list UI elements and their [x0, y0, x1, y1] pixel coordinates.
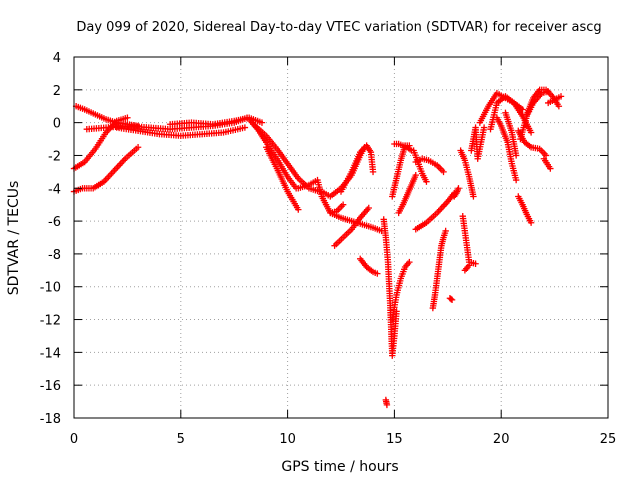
y-tick-label: -6 [48, 215, 61, 230]
data-point-arc-40 [547, 165, 554, 172]
data-point-arc-15 [374, 270, 381, 277]
plot-frame [73, 56, 609, 419]
data-point-arc-05 [241, 124, 249, 131]
y-tick-label: -4 [48, 182, 61, 197]
y-tick-label: -18 [40, 412, 61, 427]
data-point-arc-22 [440, 168, 447, 176]
data-point-arc-29 [472, 260, 479, 267]
y-tick-label: 4 [53, 51, 61, 66]
axis-ticks [73, 56, 609, 419]
data-point-arc-37 [542, 152, 550, 159]
x-tick-label: 5 [177, 432, 185, 447]
data-point-arc-23 [423, 178, 430, 185]
data-point-arc-39 [544, 88, 552, 95]
data-point-arc-25 [442, 227, 449, 235]
y-tick-label: -12 [40, 314, 61, 329]
data-point-arc-01 [134, 144, 142, 151]
x-tick-label: 0 [70, 432, 78, 447]
y-tick-label: -10 [40, 281, 61, 296]
data-point-arc-30 [465, 262, 473, 269]
data-point-arc-41 [557, 93, 565, 100]
x-tick-label: 10 [279, 432, 296, 447]
x-tick-label: 15 [386, 432, 403, 447]
data-point-arc-27 [455, 185, 462, 192]
data-point-arc-02 [124, 114, 131, 121]
y-tick-label: 0 [53, 117, 61, 132]
y-axis-label: SDTVAR / TECUs [6, 181, 22, 296]
y-tick-label: -16 [40, 379, 61, 394]
y-tick-label: -14 [40, 346, 61, 361]
data-point-arc-14 [365, 204, 372, 212]
data-point-arc-12 [369, 168, 377, 176]
data-point-arc-10 [339, 201, 347, 208]
data-point-arc-06 [258, 119, 266, 126]
data-point-arc-20 [406, 146, 414, 153]
data-point-arc-09 [295, 206, 302, 213]
data-point-arc-18 [383, 401, 391, 409]
y-tick-label: -8 [48, 248, 61, 263]
y-tick-label: -2 [48, 149, 61, 164]
data-point-arc-35 [512, 152, 520, 159]
data-point-arc-28 [470, 193, 477, 200]
data-point-arc-26 [448, 296, 456, 304]
x-tick-label: 20 [493, 432, 510, 447]
x-tick-label: 25 [600, 432, 617, 447]
data-point-arc-38 [555, 103, 563, 110]
data-point-arc-31 [480, 124, 488, 131]
grid-lines [74, 57, 608, 418]
data-point-arc-21 [412, 171, 419, 179]
data-point-arc-36 [527, 219, 535, 226]
data-point-arc-26 [447, 295, 455, 303]
x-axis-label: GPS time / hours [281, 459, 398, 475]
y-tick-label: 2 [53, 84, 61, 99]
chart-title: Day 099 of 2020, Sidereal Day-to-day VTE… [76, 20, 601, 35]
data-point-arc-17 [406, 258, 413, 266]
data-points [70, 86, 565, 409]
data-point-arc-34 [512, 176, 520, 184]
data-point-arc-33 [527, 129, 535, 136]
